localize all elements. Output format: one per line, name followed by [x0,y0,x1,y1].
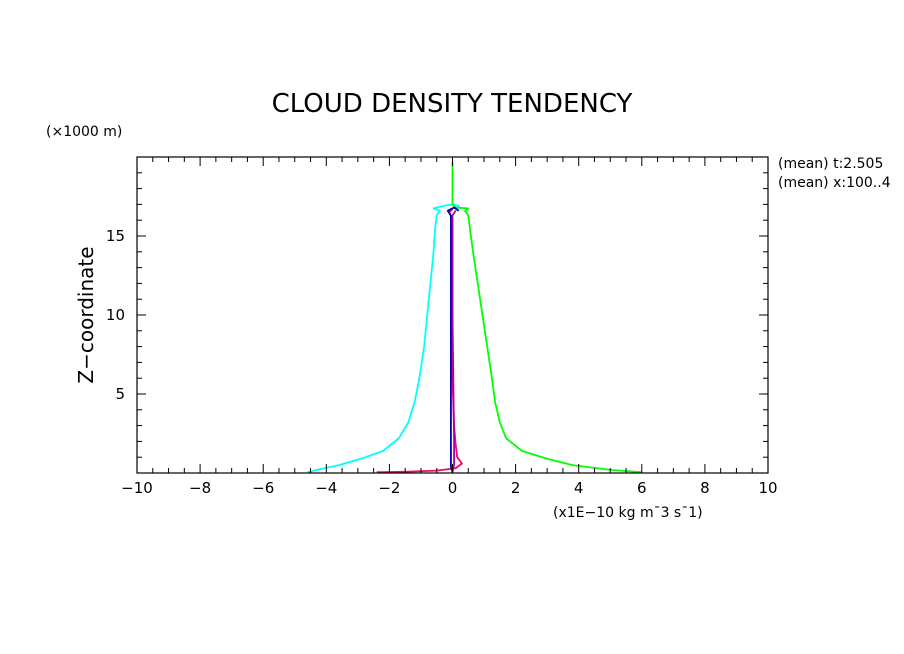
x-tick-label: −6 [252,479,274,497]
x-tick-label: −4 [315,479,337,497]
annotation-mean-t: (mean) t:2.505 [778,156,883,172]
x-tick-label: 8 [700,479,710,497]
x-tick-label: −2 [378,479,400,497]
y-tick-label: 5 [115,385,125,403]
x-tick-label: −10 [121,479,153,497]
x-tick-label: 10 [758,479,777,497]
y-tick-label: 15 [106,227,125,245]
series-line-3 [376,208,463,474]
y-axis-label: Z−coordinate [74,246,98,383]
x-tick-label: −8 [189,479,211,497]
series-line-1 [307,203,460,474]
y-tick-label: 10 [106,306,125,324]
series-line-2 [451,161,642,474]
series-layer [307,161,642,474]
annotation-mean-x: (mean) x:100..4 [778,175,891,191]
chart-title: CLOUD DENSITY TENDENCY [272,89,633,119]
y-axis-unit: (×1000 m) [46,124,122,140]
x-tick-label: 4 [574,479,584,497]
series-line-5 [451,210,457,473]
plot-frame [136,156,769,474]
x-tick-label: 2 [511,479,521,497]
series-line-4 [446,206,460,473]
x-tick-label: 6 [637,479,647,497]
ticks-layer: −10 −8 −6 −4 −2 0 2 4 6 8 10 5 10 15 [106,156,778,497]
x-tick-label: 0 [448,479,458,497]
x-axis-unit: (x1E−10 kg m¯3 s¯1) [553,505,703,521]
